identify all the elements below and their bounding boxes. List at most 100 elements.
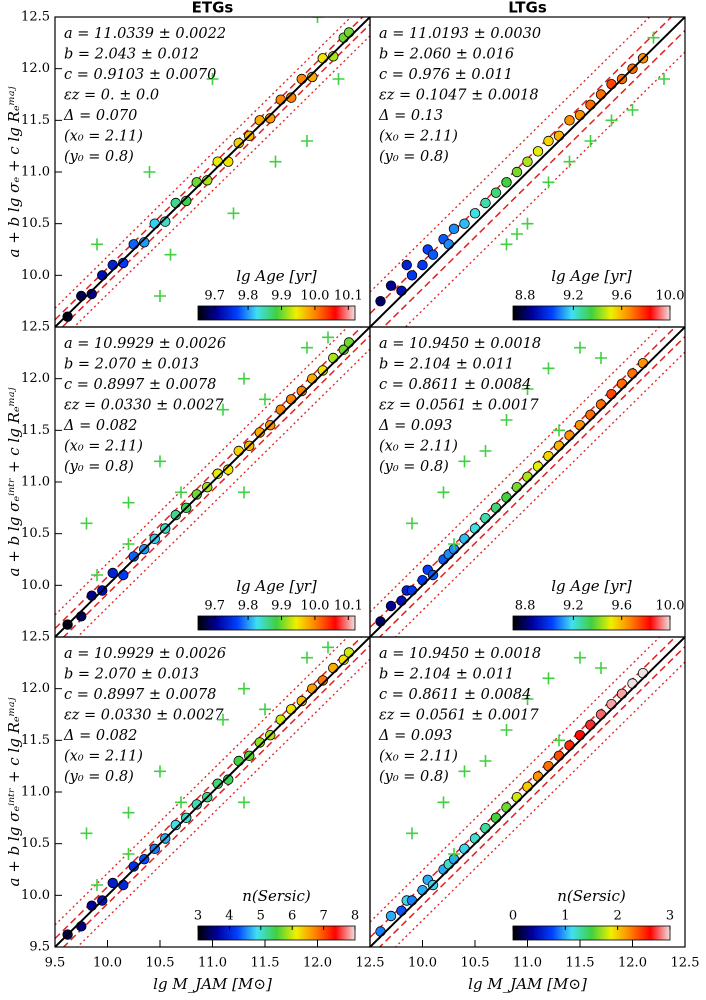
- x-tick-label: 11.5: [566, 956, 595, 971]
- outlier-cross: [91, 238, 103, 251]
- galaxy-point: [574, 419, 586, 431]
- galaxy-point: [532, 461, 544, 472]
- galaxy-point: [86, 288, 97, 300]
- relation-line: [76, 348, 370, 637]
- galaxy-point: [406, 585, 418, 596]
- colorbar-tick-label: 7: [319, 909, 327, 924]
- outlier-cross: [437, 796, 450, 809]
- fit-annotation: a = 11.0339 ± 0.0022: [64, 26, 226, 42]
- galaxy-point: [469, 208, 481, 219]
- outlier-cross: [595, 352, 607, 364]
- outlier-cross: [301, 135, 313, 147]
- y-tick-label: 12.0: [21, 61, 50, 76]
- galaxy-point: [511, 166, 523, 178]
- galaxy-point: [307, 71, 318, 83]
- galaxy-point: [553, 750, 565, 762]
- galaxy-point: [511, 791, 523, 803]
- fit-annotation: a = 10.9929 ± 0.0026: [64, 646, 226, 662]
- colorbar-tick-label: 10.0: [300, 599, 329, 614]
- outlier-cross: [605, 114, 618, 127]
- galaxy-point: [265, 113, 276, 124]
- galaxy-point: [375, 616, 386, 627]
- galaxy-point: [553, 440, 565, 452]
- outlier-cross: [647, 31, 660, 44]
- fit-annotation: (y₀ = 0.8): [379, 769, 449, 785]
- galaxy-point: [317, 365, 328, 376]
- galaxy-point: [338, 654, 349, 665]
- relation-line: [55, 17, 364, 321]
- y-tick-label: 10.0: [21, 268, 50, 283]
- outlier-cross: [542, 176, 555, 189]
- galaxy-point: [223, 774, 234, 785]
- outlier-cross: [542, 362, 555, 375]
- galaxy-point: [107, 567, 118, 579]
- relation-line: [404, 51, 685, 327]
- fit-annotation: b = 2.104 ± 0.011: [379, 357, 514, 373]
- colorbar-tick-label: 0: [509, 909, 517, 924]
- y-tick-label: 11.5: [21, 423, 50, 438]
- galaxy-point: [338, 344, 349, 355]
- outlier-cross: [122, 848, 135, 860]
- colorbar-tick-label: 1: [561, 909, 569, 924]
- galaxy-point: [532, 146, 544, 157]
- galaxy-point: [212, 778, 223, 789]
- fit-annotation: εz = 0.0330 ± 0.0027: [64, 398, 224, 414]
- relation-line: [394, 661, 685, 947]
- outlier-cross: [563, 155, 576, 168]
- galaxy-point: [606, 698, 617, 710]
- fit-annotation: c = 0.9103 ± 0.0070: [64, 67, 216, 83]
- galaxy-point: [396, 905, 407, 917]
- colorbar: [197, 615, 356, 631]
- galaxy-point: [191, 177, 202, 188]
- colorbar-tick-label: 6: [288, 909, 296, 924]
- galaxy-point: [86, 590, 97, 601]
- fit-annotation: (x₀ = 2.11): [379, 749, 458, 765]
- galaxy-point: [76, 611, 87, 622]
- galaxy-point: [254, 737, 265, 748]
- outlier-cross: [122, 538, 135, 550]
- colorbar-tick-label: 8.8: [515, 599, 536, 614]
- galaxy-point: [564, 430, 575, 441]
- fit-annotation: (y₀ = 0.8): [64, 769, 134, 785]
- galaxy-point: [385, 600, 397, 612]
- fit-annotation: εz = 0.1047 ± 0.0018: [379, 88, 539, 104]
- relation-line: [370, 637, 661, 923]
- relation-line: [382, 29, 685, 327]
- y-axis-label: a + b lg σₑⁱⁿᵗʳ + c lg Rₑᵐᵃʲ: [5, 387, 23, 576]
- galaxy-point: [296, 73, 307, 85]
- galaxy-point: [191, 489, 202, 500]
- outlier-cross: [175, 486, 187, 499]
- galaxy-point: [275, 714, 286, 725]
- galaxy-point: [427, 249, 439, 260]
- galaxy-point: [480, 822, 491, 834]
- relation-line: [55, 327, 363, 630]
- galaxy-point: [76, 921, 87, 932]
- galaxy-point: [616, 378, 628, 390]
- outlier-cross: [500, 724, 513, 736]
- fit-annotation: (x₀ = 2.11): [379, 439, 458, 455]
- outlier-cross: [658, 73, 670, 85]
- galaxy-point: [543, 760, 554, 772]
- x-tick-label: 12.0: [618, 956, 647, 971]
- galaxy-point: [564, 115, 575, 126]
- colorbar-tick-label: 10.0: [300, 289, 329, 304]
- colorbar-tick-label: 10.1: [334, 289, 363, 304]
- y-tick-label: 11.0: [21, 475, 50, 490]
- fit-annotation: Δ = 0.070: [63, 108, 137, 124]
- galaxy-point: [585, 719, 596, 731]
- galaxy-point: [417, 259, 428, 271]
- galaxy-point: [406, 270, 418, 281]
- colorbar-label: n(Sersic): [557, 887, 626, 905]
- fit-annotation: b = 2.060 ± 0.016: [379, 47, 514, 63]
- x-tick-label: 9.5: [45, 956, 66, 971]
- galaxy-point: [149, 218, 160, 229]
- galaxy-point: [275, 404, 286, 415]
- galaxy-point: [501, 177, 512, 188]
- galaxy-point: [595, 89, 607, 100]
- relation-line: [62, 334, 370, 637]
- outlier-cross: [154, 290, 166, 302]
- outlier-cross: [458, 455, 471, 468]
- y-tick-label: 11.0: [21, 165, 50, 180]
- galaxy-point: [191, 799, 202, 810]
